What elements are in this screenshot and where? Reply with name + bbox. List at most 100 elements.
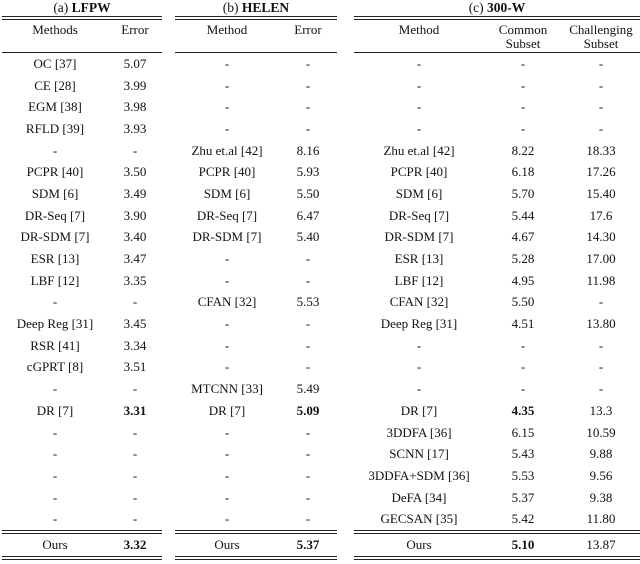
- table-row: CE [28] 3.99: [2, 75, 162, 97]
- ours-value-cell: 13.87: [586, 537, 616, 553]
- method-cell: -: [52, 381, 58, 397]
- method-cell: -: [416, 55, 422, 71]
- header-row: Methods Error: [2, 20, 162, 52]
- value-cell: 5.93: [296, 164, 320, 180]
- method-cell: DR-Seq [7]: [388, 207, 450, 223]
- column-header: Methods: [32, 22, 78, 37]
- value-cell: 4.95: [511, 272, 535, 288]
- value-cell: -: [520, 381, 526, 397]
- method-cell: cGPRT [8]: [26, 359, 84, 375]
- value-cell: 13.80: [586, 316, 616, 332]
- value-cell: 13.3: [589, 402, 613, 418]
- value-cell: -: [520, 359, 526, 375]
- table-row: DeFA [34] 5.37 9.38: [354, 487, 640, 509]
- caption-title: HELEN: [241, 0, 290, 15]
- value-cell: 17.26: [586, 164, 616, 180]
- method-cell: -: [416, 337, 422, 353]
- ours-label-cell: Ours: [42, 537, 68, 553]
- value-cell: 3.99: [123, 77, 147, 93]
- table-row: --: [2, 487, 162, 509]
- value-cell: -: [132, 446, 138, 462]
- value-cell: 5.40: [296, 229, 320, 245]
- table-row: DR-SDM [7] 4.67 14.30: [354, 227, 640, 249]
- ours-value-cell: 5.10: [511, 537, 535, 553]
- column-header: Challenging Subset: [569, 22, 633, 51]
- ours-row: Ours 5.10 13.87: [354, 534, 640, 556]
- method-cell: RFLD [39]: [25, 120, 85, 136]
- table-row: PCPR [40] 6.18 17.26: [354, 161, 640, 183]
- value-cell: -: [598, 99, 604, 115]
- value-cell: -: [305, 424, 311, 440]
- value-cell: -: [132, 381, 138, 397]
- table-row: PCPR [40] 5.93: [175, 161, 337, 183]
- value-cell: -: [305, 55, 311, 71]
- method-cell: -: [416, 99, 422, 115]
- value-cell: 3.49: [123, 185, 147, 201]
- ours-row: Ours 5.37: [175, 534, 337, 556]
- value-cell: 5.70: [511, 185, 535, 201]
- method-cell: -: [224, 467, 230, 483]
- header-row: Method Common Subset Challenging Subset: [354, 20, 640, 52]
- column-header: Error: [121, 22, 149, 37]
- table-row: --: [2, 443, 162, 465]
- method-cell: LBF [12]: [30, 272, 80, 288]
- value-cell: -: [520, 99, 526, 115]
- method-cell: MTCNN [33]: [191, 381, 263, 397]
- method-cell: -: [52, 467, 58, 483]
- table-row: --: [2, 378, 162, 400]
- value-cell: 5.37: [511, 489, 535, 505]
- method-cell: CFAN [32]: [197, 294, 257, 310]
- table-row: Zhu et.al [42] 8.16: [175, 140, 337, 162]
- value-cell: 3.40: [123, 229, 147, 245]
- table-row: CFAN [32] 5.53: [175, 292, 337, 314]
- table-row: SDM [6] 5.70 15.40: [354, 183, 640, 205]
- ours-label-cell: Ours: [406, 537, 432, 553]
- value-cell: 3.34: [123, 337, 147, 353]
- double-rule: [2, 530, 162, 535]
- value-cell: 5.50: [296, 185, 320, 201]
- table-row: --: [2, 465, 162, 487]
- double-rule: [175, 530, 337, 535]
- method-cell: -: [52, 142, 58, 158]
- method-cell: -: [416, 381, 422, 397]
- table-caption: (a) LFPW: [2, 0, 162, 16]
- value-cell: -: [598, 55, 604, 71]
- table-row: ---: [354, 335, 640, 357]
- table-body: OC [37] 5.07 CE [28] 3.99 EGM [38] 3.98 RFLD […: [2, 53, 162, 530]
- method-cell: DR [7]: [400, 402, 438, 418]
- method-cell: DR-Seq [7]: [196, 207, 258, 223]
- table-helen: (b) HELEN Method Error - - - - - - - - Zhu et.al …: [175, 0, 337, 561]
- table-row: DR [7] 5.09: [175, 400, 337, 422]
- value-cell: -: [520, 55, 526, 71]
- table-row: SDM [6] 5.50: [175, 183, 337, 205]
- value-cell: 15.40: [586, 185, 616, 201]
- table-row: --: [175, 508, 337, 530]
- method-cell: -: [224, 489, 230, 505]
- caption-title: LFPW: [71, 0, 111, 15]
- method-cell: SDM [6]: [395, 185, 443, 201]
- method-cell: -: [224, 359, 230, 375]
- method-cell: DR-Seq [7]: [24, 207, 86, 223]
- table-row: --: [175, 465, 337, 487]
- table-row: --: [2, 292, 162, 314]
- value-cell: 5.28: [511, 251, 535, 267]
- table-row: 3DDFA [36] 6.15 10.59: [354, 422, 640, 444]
- value-cell: 5.53: [296, 294, 320, 310]
- method-cell: CFAN [32]: [389, 294, 449, 310]
- double-rule: [354, 16, 640, 20]
- value-cell: 11.98: [586, 272, 616, 288]
- value-cell: 5.44: [511, 207, 535, 223]
- value-cell: 5.53: [511, 467, 535, 483]
- value-cell: -: [132, 142, 138, 158]
- value-cell: -: [305, 446, 311, 462]
- method-cell: -: [224, 511, 230, 527]
- value-cell: -: [305, 337, 311, 353]
- method-cell: Zhu et.al [42]: [383, 142, 455, 158]
- method-cell: -: [416, 359, 422, 375]
- method-cell: -: [224, 99, 230, 115]
- value-cell: 3.50: [123, 164, 147, 180]
- table-row: DR [7] 3.31: [2, 400, 162, 422]
- table-row: --: [175, 118, 337, 140]
- value-cell: 10.59: [586, 424, 616, 440]
- table-row: RSR [41] 3.34: [2, 335, 162, 357]
